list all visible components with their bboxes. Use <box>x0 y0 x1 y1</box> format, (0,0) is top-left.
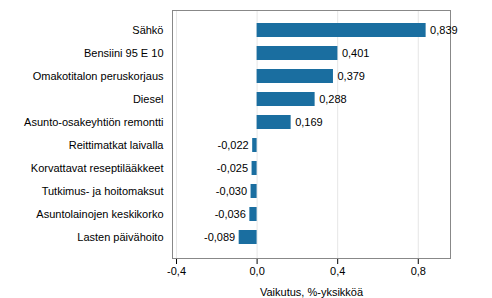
svg-text:Asunto-osakeyhtiön remontti: Asunto-osakeyhtiön remontti <box>24 116 163 128</box>
svg-text:Reittimatkat laivalla: Reittimatkat laivalla <box>69 139 165 151</box>
svg-text:0,379: 0,379 <box>337 70 365 82</box>
svg-text:-0,025: -0,025 <box>217 162 248 174</box>
svg-text:0,401: 0,401 <box>342 47 370 59</box>
svg-text:Korvattavat reseptilääkkeet: Korvattavat reseptilääkkeet <box>31 162 164 174</box>
svg-text:-0,089: -0,089 <box>204 231 235 243</box>
svg-text:0,8: 0,8 <box>411 265 426 277</box>
svg-text:Omakotitalon peruskorjaus: Omakotitalon peruskorjaus <box>33 70 164 82</box>
svg-text:0,4: 0,4 <box>330 265 345 277</box>
svg-text:-0,036: -0,036 <box>215 208 246 220</box>
svg-text:Sähkö: Sähkö <box>132 24 163 36</box>
svg-text:-0,4: -0,4 <box>167 265 186 277</box>
svg-text:0,288: 0,288 <box>319 93 347 105</box>
svg-text:Vaikutus, %-yksikköä: Vaikutus, %-yksikköä <box>260 286 364 298</box>
svg-text:Diesel: Diesel <box>133 93 164 105</box>
svg-text:Tutkimus- ja hoitomaksut: Tutkimus- ja hoitomaksut <box>42 185 164 197</box>
svg-text:-0,030: -0,030 <box>216 185 247 197</box>
svg-text:0,0: 0,0 <box>249 265 264 277</box>
svg-text:0,169: 0,169 <box>295 116 323 128</box>
svg-text:Bensiini 95 E 10: Bensiini 95 E 10 <box>84 47 164 59</box>
svg-text:-0,022: -0,022 <box>217 139 248 151</box>
svg-text:Lasten päivähoito: Lasten päivähoito <box>77 231 163 243</box>
svg-text:Asuntolainojen keskikorko: Asuntolainojen keskikorko <box>36 208 163 220</box>
svg-text:0,839: 0,839 <box>430 24 458 36</box>
